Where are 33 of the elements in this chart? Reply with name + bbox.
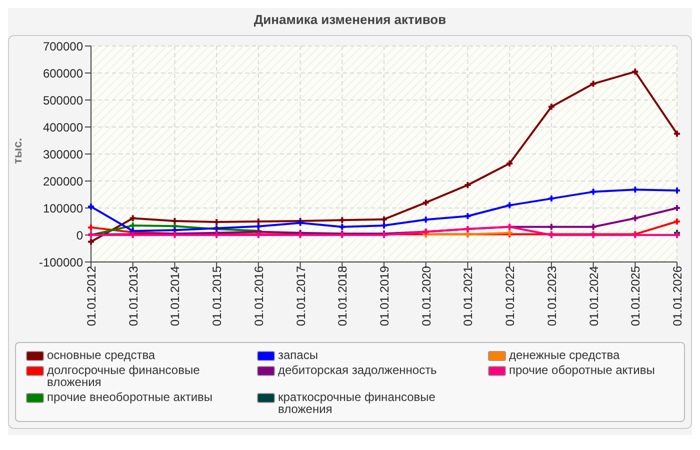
x-tick-label: 01.01.2012 (84, 266, 99, 326)
y-tick-label: 0 (76, 228, 84, 242)
legend-label: прочие внеоборотные активы (47, 390, 213, 404)
y-tick-label: 300000 (42, 147, 84, 162)
x-tick-label: 01.01.2020 (419, 266, 434, 326)
x-tick-label: 01.01.2014 (168, 266, 182, 326)
legend-label: краткосрочные финансовые вложения (278, 390, 436, 416)
y-axis-title: тыс. (10, 138, 24, 164)
legend-label: запасы (278, 348, 318, 362)
x-tick-label: 01.01.2024 (586, 266, 601, 326)
x-tick-label: 01.01.2013 (126, 266, 140, 326)
legend-label: основные средства (47, 348, 156, 362)
y-tick-label: -100000 (38, 255, 84, 270)
x-tick-label: 01.01.2023 (544, 266, 559, 326)
legend-label: прочие оборотные активы (509, 363, 655, 377)
x-tick-label: 01.01.2025 (628, 266, 643, 326)
x-tick-label: 01.01.2016 (252, 266, 266, 326)
legend-label: денежные средства (509, 348, 620, 362)
y-tick-label: 600000 (42, 66, 84, 80)
chart-title: Динамика изменения активов (252, 11, 448, 29)
x-tick-label: 01.01.2018 (336, 266, 350, 326)
y-tick-label: 500000 (42, 93, 84, 108)
x-tick-label: 01.01.2022 (503, 266, 518, 326)
x-tick-label: 01.01.2015 (210, 266, 224, 326)
x-tick-label: 01.01.2026 (670, 266, 685, 326)
y-tick-label: 700000 (42, 39, 84, 54)
x-tick-label: 01.01.2017 (294, 266, 308, 326)
legend-label: дебиторская задолженность (278, 363, 437, 377)
y-tick-label: 200000 (42, 174, 84, 188)
y-tick-label: 100000 (42, 201, 84, 216)
y-tick-label: 400000 (42, 120, 84, 134)
x-tick-label: 01.01.2021 (461, 266, 476, 326)
x-tick-label: 01.01.2019 (378, 266, 392, 326)
